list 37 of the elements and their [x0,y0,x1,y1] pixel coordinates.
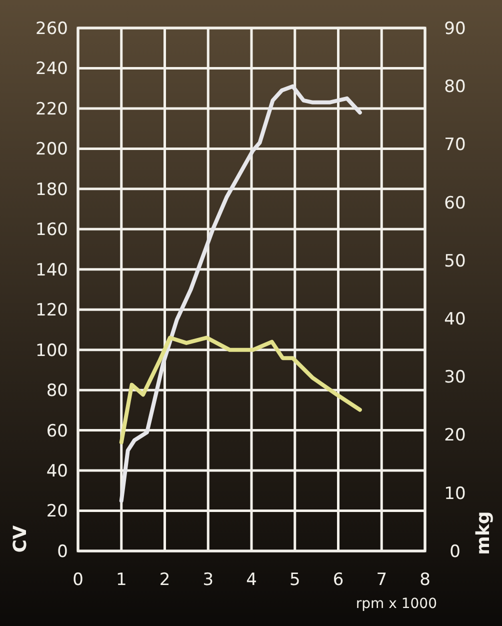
y-tick-label: 180 [36,180,68,200]
y-tick-label: 120 [36,300,68,321]
y-axis-title: CV [10,525,31,553]
y-tick-label: 80 [46,381,68,402]
y2-tick-label: 70 [444,135,466,156]
y-tick-label: 40 [46,461,68,482]
y-tick-label: 240 [36,59,68,80]
y2-tick-label: 50 [444,251,466,272]
x-tick-label: 1 [116,570,127,590]
x-tick-label: 5 [289,570,300,590]
y2-tick-label: 30 [444,368,466,388]
y2-tick-label: 90 [444,18,466,39]
y-tick-label: 140 [36,260,68,280]
x-tick-label: 0 [72,570,84,590]
y-tick-label: 60 [46,421,68,442]
x-tick-label: 3 [202,570,214,590]
x-tick-label: 8 [420,570,430,590]
y-tick-label: 20 [46,502,68,522]
x-tick-label: 4 [246,570,257,590]
y2-tick-label: 0 [450,542,460,562]
y-tick-label: 160 [36,220,68,240]
y2-axis-title: mkg [473,511,494,555]
x-tick-label: 7 [376,570,388,590]
y-tick-label: 0 [57,542,68,562]
y-tick-label: 260 [36,18,68,39]
y2-tick-label: 10 [444,484,466,504]
x-tick-label: 2 [159,570,170,590]
y-tick-label: 100 [36,340,68,361]
y2-tick-label: 40 [444,310,466,330]
y2-tick-label: 20 [444,426,466,446]
line-series [119,336,362,444]
y-tick-label: 200 [36,140,68,160]
x-tick-label: 6 [332,570,344,590]
y2-tick-label: 80 [444,77,466,98]
x-axis-title: rpm x 1000 [356,596,437,612]
y2-tick-label: 60 [444,193,466,214]
y-tick-label: 220 [36,99,68,120]
